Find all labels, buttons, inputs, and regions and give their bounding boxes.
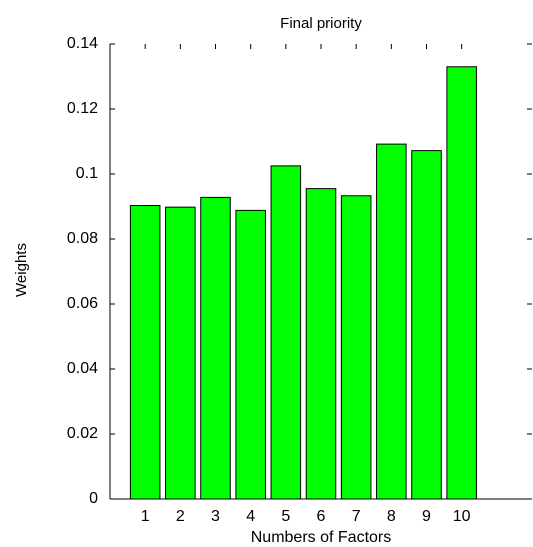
x-tick-label: 2 [176, 508, 185, 525]
chart-title: Final priority [280, 15, 362, 32]
bar [411, 150, 442, 500]
y-tick-label: 0.08 [67, 230, 98, 247]
y-tick-label: 0 [89, 490, 98, 507]
bar [129, 205, 161, 500]
y-tick-label: 0.14 [67, 35, 98, 52]
y-tick-label: 0.04 [67, 360, 98, 377]
x-tick-label: 5 [281, 508, 290, 525]
x-tick-label: 6 [317, 508, 326, 525]
bar [165, 206, 196, 500]
bar [235, 209, 266, 500]
x-tick-label: 7 [352, 508, 361, 525]
bar [376, 143, 407, 500]
x-tick-label: 4 [246, 508, 255, 525]
bar [305, 188, 337, 500]
x-axis-label: Numbers of Factors [251, 529, 391, 546]
x-tick-label: 10 [453, 508, 471, 525]
bar [340, 195, 372, 500]
y-tick-label: 0.02 [67, 425, 98, 442]
bar [446, 66, 477, 500]
y-tick-label: 0.12 [67, 100, 98, 117]
x-tick-label: 8 [387, 508, 396, 525]
y-axis-label: Weights [13, 243, 30, 297]
bar [200, 196, 231, 500]
y-tick-label: 0.06 [67, 295, 98, 312]
y-tick-label: 0.1 [76, 165, 98, 182]
x-tick-label: 3 [211, 508, 220, 525]
x-tick-label: 1 [141, 508, 150, 525]
x-tick-label: 9 [422, 508, 431, 525]
bar [270, 165, 302, 500]
